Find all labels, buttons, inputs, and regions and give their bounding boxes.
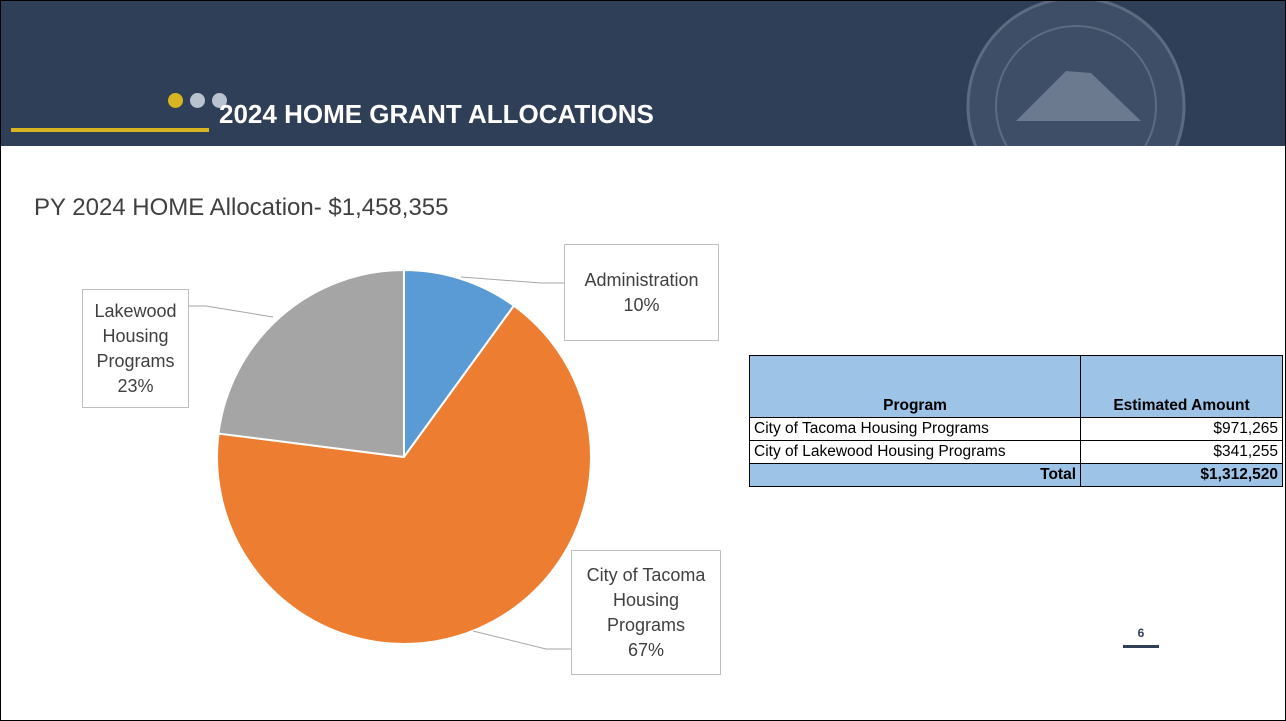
slice-label: City of Tacoma Housing Programs 67% <box>571 550 721 675</box>
dot <box>212 93 227 108</box>
cell: City of Tacoma Housing Programs <box>749 417 1081 441</box>
header-cell: Estimated Amount <box>1080 355 1283 418</box>
row: City of Lakewood Housing Programs $341,2… <box>749 440 1283 464</box>
slice-value: 67% <box>627 639 665 660</box>
pie-chart <box>189 268 592 650</box>
cell: Total <box>749 463 1081 487</box>
page-line <box>1123 645 1159 648</box>
slice-value: 23% <box>117 375 154 396</box>
slice-label: Lakewood Housing Programs 23% <box>82 289 189 408</box>
cell: $341,255 <box>1080 440 1283 464</box>
header-row: Program Estimated Amount <box>749 355 1283 418</box>
cell: City of Lakewood Housing Programs <box>749 440 1081 464</box>
pie-slice <box>217 268 405 459</box>
cell: $1,312,520 <box>1080 463 1283 487</box>
seal <box>966 1 1186 146</box>
leader-lines <box>189 276 571 650</box>
row: City of Tacoma Housing Programs $971,265 <box>749 417 1283 441</box>
dot <box>168 93 183 108</box>
header-cell: Program <box>749 355 1081 418</box>
title: 2024 HOME GRANT ALLOCATIONS <box>219 99 654 129</box>
total-row: Total $1,312,520 <box>749 463 1283 487</box>
slice-name: Administration <box>584 269 699 290</box>
subtitle: PY 2024 HOME Allocation- $1,458,355 <box>34 194 449 221</box>
dot <box>190 93 205 108</box>
page-number: 6 <box>1137 626 1145 640</box>
slice-value: 10% <box>623 294 660 315</box>
header-band: 2024 HOME GRANT ALLOCATIONS <box>1 1 1285 146</box>
pie-slice <box>216 304 592 645</box>
slice-name: Lakewood Housing Programs <box>94 300 177 371</box>
pie-slice <box>403 268 516 461</box>
accent-line <box>11 128 209 132</box>
allocation-table: Program Estimated Amount City of Tacoma … <box>749 355 1283 487</box>
cell: $971,265 <box>1080 417 1283 441</box>
slice-label: Administration 10% <box>564 244 719 341</box>
slice-name: City of Tacoma Housing Programs <box>586 564 706 635</box>
